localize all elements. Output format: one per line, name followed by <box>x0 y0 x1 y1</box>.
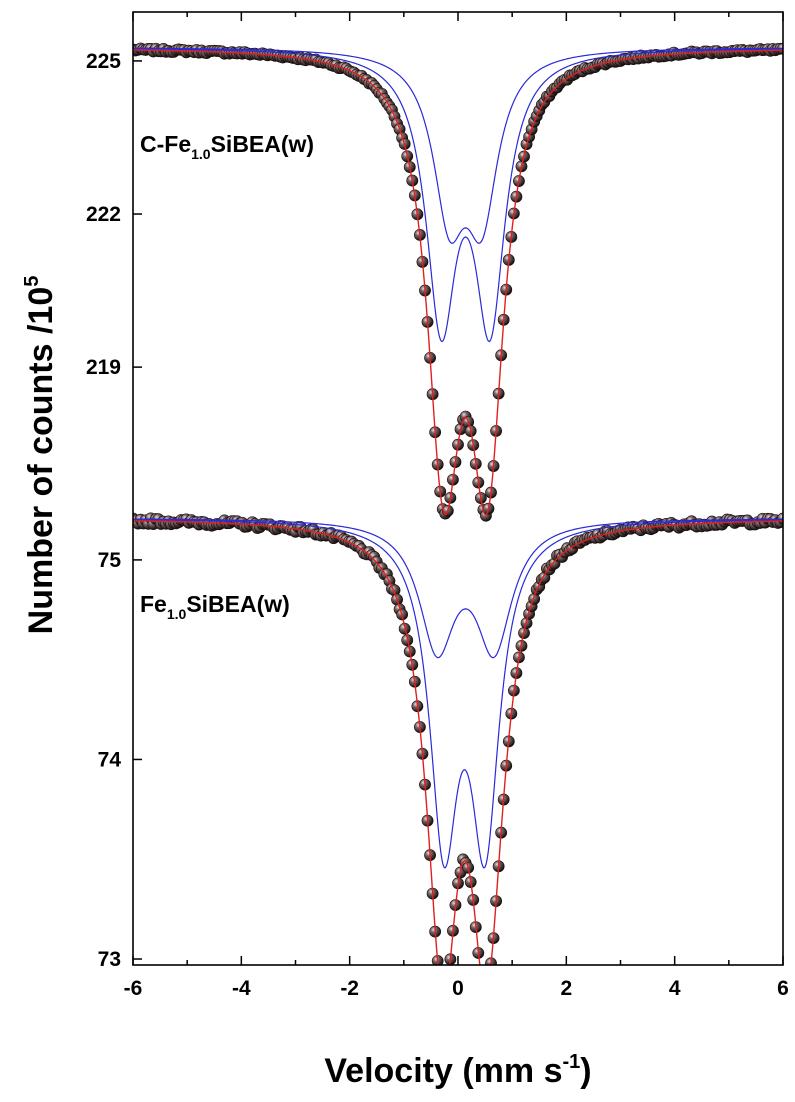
component-doublet-1-1 <box>133 518 783 659</box>
x-tick-label: 0 <box>452 977 464 1000</box>
x-tick-label: 6 <box>777 977 789 1000</box>
panel-label-top-sub: 1.0 <box>191 146 211 162</box>
panel-label-bottom: Fe1.0SiBEA(w) <box>140 591 290 622</box>
component-doublet-0-1 <box>133 47 783 244</box>
y-tick-label: 74 <box>98 748 122 771</box>
axes-layer: 225 222 219 75 74 73-6 -4 -2 0 2 4 6 <box>86 11 789 1000</box>
data-point <box>435 982 446 993</box>
data-point <box>475 969 486 980</box>
data-point <box>440 993 451 1004</box>
y-axis-title: Number of counts /105 <box>21 276 60 635</box>
x-axis-title-sup: -1 <box>562 1051 580 1073</box>
x-tick-label: -6 <box>124 977 143 1000</box>
y-tick-label: 219 <box>86 356 121 379</box>
panel-label-top-suffix: SiBEA(w) <box>211 131 315 157</box>
fit-curve-panel-0 <box>133 49 783 516</box>
y-tick-label: 225 <box>86 50 121 73</box>
data-points-panel-1 <box>133 512 783 1006</box>
x-axis-title: Velocity (mm s-1) <box>324 1051 591 1090</box>
x-tick-label: -2 <box>340 977 359 1000</box>
panel-1 <box>133 512 783 1006</box>
data-point <box>478 986 489 997</box>
x-tick-label: -4 <box>232 977 251 1000</box>
y-tick-label: 222 <box>86 203 121 226</box>
panel-label-bottom-prefix: Fe <box>140 591 167 617</box>
x-tick-label: 4 <box>669 977 681 1000</box>
data-points-panel-0 <box>133 42 783 522</box>
component-doublet-1-0 <box>133 519 783 869</box>
fit-curve-panel-1 <box>133 520 783 965</box>
y-tick-label: 73 <box>98 948 121 971</box>
data-layer <box>133 42 783 1006</box>
panel-label-bottom-suffix: SiBEA(w) <box>186 591 290 617</box>
data-point <box>480 985 491 996</box>
y-axis-title-sup: 5 <box>21 276 43 287</box>
x-tick-label: 2 <box>560 977 572 1000</box>
data-point <box>483 978 494 989</box>
x-axis-title-end: ) <box>580 1052 591 1090</box>
data-point <box>437 995 448 1006</box>
y-axis-title-main: Number of counts /10 <box>22 287 60 635</box>
panel-label-bottom-sub: 1.0 <box>167 606 187 622</box>
panel-label-top-prefix: C-Fe <box>140 131 191 157</box>
component-doublet-0-0 <box>133 48 783 343</box>
y-tick-label: 75 <box>98 549 122 572</box>
x-axis-title-main: Velocity (mm s <box>324 1052 562 1090</box>
panel-0 <box>133 42 783 522</box>
panel-label-top: C-Fe1.0SiBEA(w) <box>140 131 314 162</box>
